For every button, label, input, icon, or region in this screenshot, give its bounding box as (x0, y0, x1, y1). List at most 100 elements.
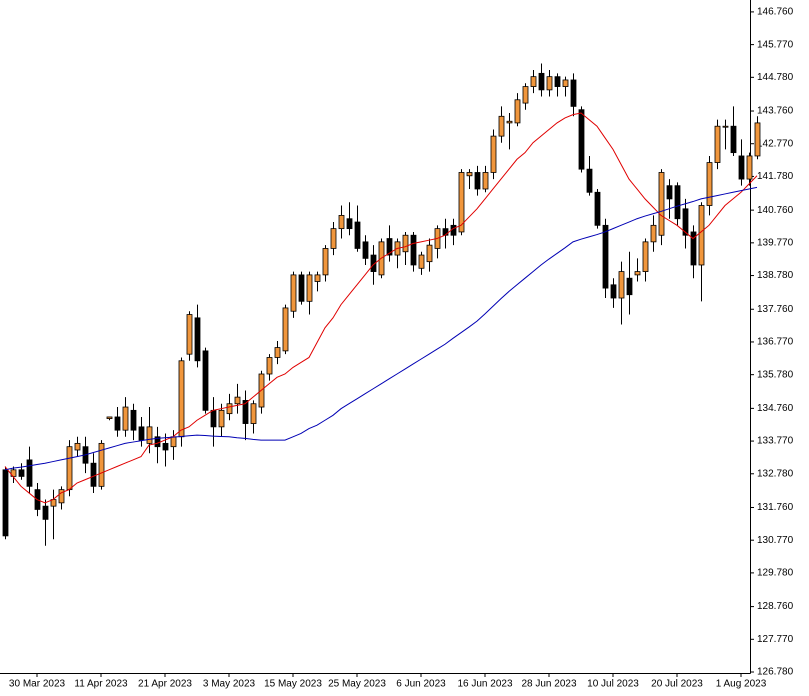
candle-body (330, 228, 337, 249)
candle-body (218, 409, 225, 428)
candle-body (418, 254, 425, 269)
candle-body (634, 271, 641, 276)
candle-body (298, 274, 305, 302)
candle-body (474, 172, 481, 190)
y-tick-label: 137.760 (757, 304, 794, 315)
y-tick-label: 130.770 (757, 535, 794, 546)
candle-body (234, 396, 241, 405)
candle-body (346, 218, 353, 230)
x-tick-label: 11 Apr 2023 (74, 679, 128, 690)
y-tick-label: 126.780 (757, 667, 794, 678)
candle-body (514, 99, 521, 124)
x-tick-label: 20 Jul 2023 (651, 679, 703, 690)
y-tick-label: 138.780 (757, 270, 794, 281)
candle-body (202, 350, 209, 411)
x-tick-label: 1 Aug 2023 (716, 679, 767, 690)
candle-body (226, 403, 233, 415)
candle-body (210, 409, 217, 428)
candle-body (146, 426, 153, 444)
candle-body (106, 416, 113, 420)
candle-body (66, 446, 73, 491)
x-tick-label: 6 Jun 2023 (396, 679, 446, 690)
candle-body (738, 155, 745, 180)
moving-average-line (4, 112, 758, 504)
candle-body (706, 162, 713, 206)
candle-body (698, 205, 705, 266)
candle-body (594, 191, 601, 226)
candle-body (714, 125, 721, 163)
candle-body (114, 416, 121, 431)
candle-body (722, 125, 729, 128)
y-tick-label: 143.760 (757, 106, 794, 117)
y-tick-label: 127.770 (757, 634, 794, 645)
candle-body (546, 76, 553, 91)
y-tick-label: 132.780 (757, 468, 794, 479)
candle-body (2, 469, 9, 537)
y-tick-label: 140.760 (757, 205, 794, 216)
x-tick-label: 28 Jun 2023 (521, 679, 576, 690)
candle-body (58, 489, 65, 504)
y-tick-label: 128.760 (757, 601, 794, 612)
candle-body (354, 221, 361, 249)
y-tick-label: 145.770 (757, 39, 794, 50)
candle-body (538, 72, 545, 91)
candle-body (586, 168, 593, 193)
candle-body (658, 172, 665, 236)
y-tick-label: 136.770 (757, 337, 794, 348)
y-tick-label: 129.780 (757, 568, 794, 579)
moving-average-line (4, 186, 758, 471)
candle-body (42, 505, 49, 520)
x-tick-label: 3 May 2023 (203, 679, 256, 690)
y-tick-label: 139.770 (757, 237, 794, 248)
x-tick-label: 25 May 2023 (328, 679, 386, 690)
candle-body (482, 172, 489, 190)
candle-body (506, 120, 513, 124)
candle-body (314, 274, 321, 282)
candle-body (746, 155, 753, 180)
candle-body (274, 347, 281, 358)
candle-body (170, 436, 177, 448)
candle-body (650, 224, 657, 243)
candle-body (26, 459, 33, 487)
candle-body (426, 244, 433, 263)
candle-body (18, 469, 25, 477)
candle-body (554, 76, 561, 87)
candle-body (410, 234, 417, 266)
candle-body (186, 314, 193, 355)
candle-body (122, 406, 129, 431)
candle-body (674, 185, 681, 220)
candle-body (282, 307, 289, 352)
candle-body (370, 254, 377, 272)
candle-body (682, 208, 689, 236)
candle-body (338, 215, 345, 230)
candle-body (490, 135, 497, 173)
candle-body (402, 234, 409, 253)
candle-body (266, 357, 273, 375)
candle-body (242, 400, 249, 424)
x-tick-label: 15 May 2023 (264, 679, 322, 690)
x-tick-label: 30 Mar 2023 (9, 679, 66, 690)
y-tick-label: 144.780 (757, 72, 794, 83)
candle-body (610, 284, 617, 299)
candle-body (194, 317, 201, 362)
x-tick-label: 21 Apr 2023 (138, 679, 192, 690)
candle-body (498, 115, 505, 137)
y-tick-label: 141.780 (757, 171, 794, 182)
candle-body (690, 231, 697, 266)
x-tick-label: 10 Jul 2023 (587, 679, 639, 690)
y-tick-label: 135.780 (757, 369, 794, 380)
candle-body (754, 122, 761, 157)
candle-body (562, 79, 569, 87)
candle-body (386, 238, 393, 256)
candle-body (90, 462, 97, 487)
candle-body (626, 277, 633, 296)
candle-body (642, 241, 649, 272)
candle-body (530, 76, 537, 87)
candle-body (178, 360, 185, 438)
candle-body (74, 442, 81, 451)
candle-body (522, 86, 529, 104)
candle-body (666, 185, 673, 200)
